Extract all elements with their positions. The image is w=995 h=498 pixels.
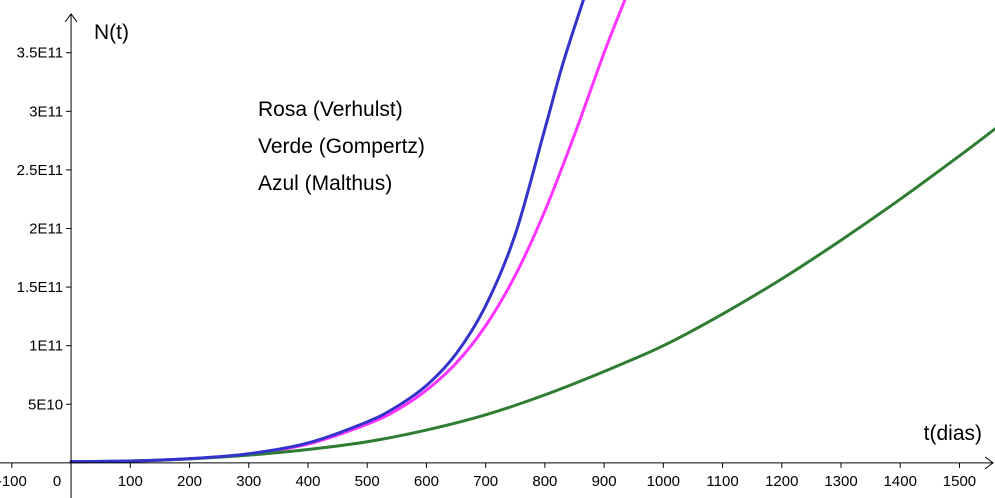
- x-tick-label: 800: [532, 473, 557, 490]
- x-axis-title: t(dias): [924, 422, 982, 445]
- x-tick-label: 0: [53, 473, 61, 490]
- y-axis-title: N(t): [94, 21, 129, 44]
- series-line-malthus: [69, 0, 585, 464]
- x-tick-label: 400: [295, 473, 320, 490]
- x-tick-label: 600: [414, 473, 439, 490]
- x-tick-label: 1000: [647, 473, 680, 490]
- y-tick-label: 2E11: [29, 220, 63, 237]
- legend-item-gompertz: Verde (Gompertz): [258, 135, 425, 158]
- x-tick-label: 700: [473, 473, 498, 490]
- y-tick-label: 2.5E11: [17, 162, 63, 179]
- x-tick-label: 300: [236, 473, 261, 490]
- y-tick-label: 5E10: [28, 396, 63, 413]
- series-layer: [69, 0, 995, 464]
- ticks-layer: -100 0 100 200 300 400 500 600 700 800 900 1000 1100…: [0, 45, 976, 490]
- x-tick-label: 1100: [706, 473, 738, 490]
- y-tick-label: 1.5E11: [17, 279, 63, 296]
- legend-item-verhulst: Rosa (Verhulst): [258, 98, 403, 121]
- x-tick-label: 200: [177, 473, 202, 490]
- legend: Rosa (Verhulst) Verde (Gompertz) Azul (M…: [258, 98, 425, 195]
- x-tick-label: 100: [118, 473, 143, 490]
- x-tick-label: 900: [592, 473, 617, 490]
- x-tick-label: 1300: [824, 473, 857, 490]
- x-tick-label: 1400: [884, 473, 917, 490]
- x-tick-label: 1500: [943, 473, 976, 490]
- legend-item-malthus: Azul (Malthus): [258, 172, 392, 195]
- series-line-gompertz: [69, 127, 995, 464]
- y-tick-label: 3.5E11: [17, 45, 63, 62]
- x-axis-arrow: [984, 456, 994, 470]
- y-tick-label: 3E11: [29, 103, 63, 120]
- x-tick-label: -100: [0, 473, 27, 490]
- axes-layer: [0, 13, 994, 498]
- y-axis-arrow: [64, 13, 78, 23]
- series-line-verhulst: [69, 0, 627, 464]
- x-tick-label: 1200: [765, 473, 798, 490]
- x-tick-label: 500: [355, 473, 380, 490]
- y-tick-label: 1E11: [29, 338, 63, 355]
